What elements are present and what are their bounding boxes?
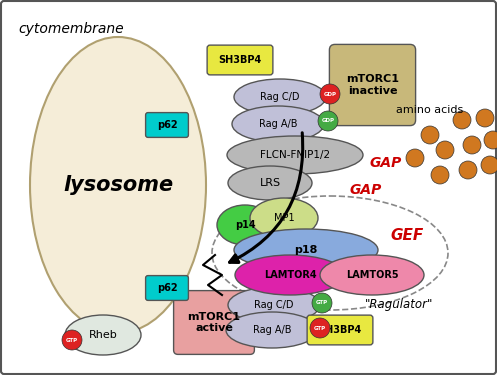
Text: MP1: MP1 [274, 213, 294, 223]
Circle shape [62, 330, 82, 350]
Circle shape [320, 84, 340, 104]
Text: GAP: GAP [370, 156, 402, 170]
Circle shape [436, 141, 454, 159]
Text: LAMTOR4: LAMTOR4 [264, 270, 316, 280]
Ellipse shape [234, 229, 378, 271]
FancyBboxPatch shape [207, 45, 273, 75]
Ellipse shape [235, 255, 345, 295]
Ellipse shape [30, 37, 206, 333]
Text: GTP: GTP [314, 326, 326, 330]
FancyBboxPatch shape [173, 291, 254, 354]
Text: LAMTOR5: LAMTOR5 [346, 270, 398, 280]
Text: GTP: GTP [66, 338, 78, 342]
Circle shape [421, 126, 439, 144]
Circle shape [406, 149, 424, 167]
Text: SH3BP4: SH3BP4 [218, 55, 261, 65]
Text: Rag A/B: Rag A/B [259, 119, 297, 129]
Text: mTORC1
inactive: mTORC1 inactive [346, 74, 399, 96]
Text: mTORC1
active: mTORC1 active [187, 312, 241, 333]
Text: Rag A/B: Rag A/B [253, 325, 291, 335]
Text: GAP: GAP [350, 183, 382, 197]
FancyBboxPatch shape [307, 315, 373, 345]
Text: p14: p14 [235, 220, 255, 230]
Text: GDP: GDP [322, 118, 334, 123]
FancyBboxPatch shape [146, 112, 188, 137]
Ellipse shape [226, 312, 318, 348]
Text: GDP: GDP [324, 92, 336, 96]
Circle shape [453, 111, 471, 129]
Ellipse shape [320, 255, 424, 295]
Circle shape [463, 136, 481, 154]
Circle shape [481, 156, 497, 174]
Circle shape [484, 131, 497, 149]
Text: FLCN-FNIP1/2: FLCN-FNIP1/2 [260, 150, 330, 160]
FancyBboxPatch shape [330, 44, 415, 126]
Text: Rheb: Rheb [88, 330, 117, 340]
Circle shape [318, 111, 338, 131]
Ellipse shape [227, 136, 363, 174]
Ellipse shape [250, 198, 318, 238]
Circle shape [476, 109, 494, 127]
Circle shape [431, 166, 449, 184]
Text: cytomembrane: cytomembrane [18, 22, 124, 36]
Circle shape [459, 161, 477, 179]
Ellipse shape [65, 315, 141, 355]
Ellipse shape [228, 287, 320, 323]
Text: "Ragulator": "Ragulator" [365, 298, 433, 311]
Text: LRS: LRS [259, 178, 281, 188]
FancyBboxPatch shape [146, 276, 188, 300]
Ellipse shape [232, 106, 324, 142]
Text: lysosome: lysosome [63, 175, 173, 195]
Text: p62: p62 [157, 120, 177, 130]
Text: amino acids: amino acids [397, 105, 464, 115]
Ellipse shape [228, 166, 312, 200]
Circle shape [310, 318, 330, 338]
Text: GEF: GEF [390, 228, 423, 243]
Text: p18: p18 [294, 245, 318, 255]
Text: GTP: GTP [316, 300, 328, 306]
Ellipse shape [234, 79, 326, 115]
Ellipse shape [217, 205, 273, 245]
Text: SH3BP4: SH3BP4 [319, 325, 362, 335]
Text: Rag C/D: Rag C/D [260, 92, 300, 102]
Text: p62: p62 [157, 283, 177, 293]
Text: Rag C/D: Rag C/D [254, 300, 294, 310]
Circle shape [312, 293, 332, 313]
